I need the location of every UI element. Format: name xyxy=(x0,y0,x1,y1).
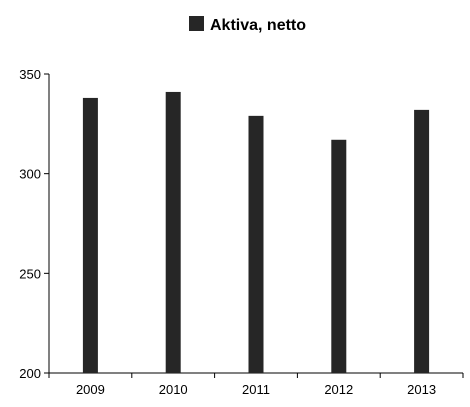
legend-label: Aktiva, netto xyxy=(210,17,306,34)
x-tick-label: 2012 xyxy=(324,382,353,397)
x-tick-label: 2011 xyxy=(242,382,270,397)
x-tick-label: 2013 xyxy=(407,382,436,397)
bar-2013 xyxy=(414,109,430,373)
legend: Aktiva, netto xyxy=(189,16,306,34)
y-axis-ticks: 200 250 300 350 xyxy=(19,67,49,381)
axes: 200 250 300 350 2009 2010 2011 2012 2013 xyxy=(19,67,464,397)
legend-swatch xyxy=(189,16,204,31)
bar-2012 xyxy=(331,139,347,373)
bar-2009 xyxy=(82,97,98,374)
x-tick-label: 2009 xyxy=(76,382,105,397)
bar-2011 xyxy=(248,115,264,374)
x-axis-ticks: 2009 2010 2011 2012 2013 xyxy=(48,373,464,397)
y-tick-label: 300 xyxy=(19,167,41,182)
y-tick-label: 350 xyxy=(19,67,41,82)
bar-series xyxy=(82,91,430,374)
y-tick-label: 200 xyxy=(19,366,41,381)
y-tick-label: 250 xyxy=(19,266,41,281)
bar-2010 xyxy=(165,91,181,373)
x-tick-label: 2010 xyxy=(159,382,188,397)
